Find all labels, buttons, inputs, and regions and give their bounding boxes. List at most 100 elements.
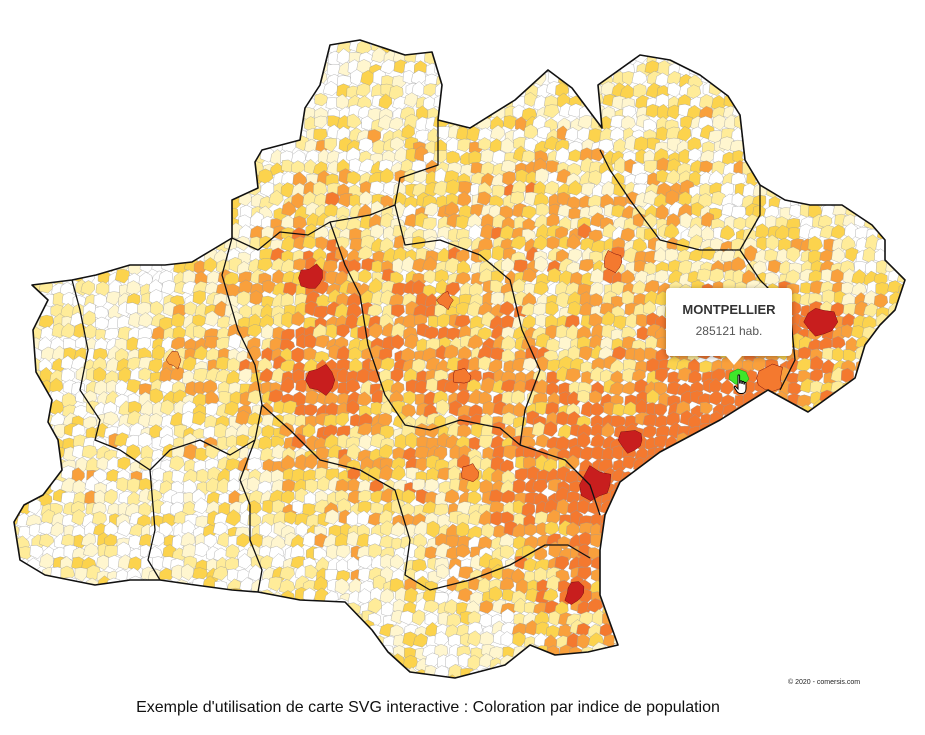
commune[interactable] [106,577,121,593]
commune[interactable] [884,159,901,174]
commune[interactable] [212,643,228,659]
commune[interactable] [457,138,471,152]
commune[interactable] [853,612,868,628]
commune[interactable] [92,202,107,219]
commune[interactable] [39,60,53,77]
commune[interactable] [150,247,167,263]
commune[interactable] [437,677,453,690]
commune[interactable] [909,614,923,627]
commune[interactable] [28,424,43,438]
commune[interactable] [625,590,639,607]
commune[interactable] [774,646,789,662]
commune[interactable] [818,61,833,77]
commune[interactable] [865,170,880,187]
commune[interactable] [173,172,188,187]
commune[interactable] [634,523,650,539]
commune[interactable] [874,665,890,680]
commune[interactable] [369,681,383,690]
commune[interactable] [567,248,582,263]
commune[interactable] [592,664,607,680]
commune[interactable] [863,559,878,574]
commune[interactable] [455,51,471,68]
commune[interactable] [49,91,65,109]
commune[interactable] [192,194,207,209]
commune[interactable] [338,653,354,670]
commune[interactable] [819,422,835,437]
commune[interactable] [767,612,782,627]
commune[interactable] [140,631,155,648]
commune[interactable] [810,149,824,167]
commune[interactable] [269,613,285,628]
commune[interactable] [260,82,275,97]
commune[interactable] [378,93,393,110]
commune[interactable] [184,71,199,87]
commune[interactable] [53,181,68,199]
commune[interactable] [900,194,914,209]
commune[interactable] [885,480,901,498]
commune[interactable] [137,160,151,174]
commune[interactable] [853,481,868,495]
commune[interactable] [128,171,144,187]
commune[interactable] [766,567,781,584]
commune[interactable] [844,620,858,636]
commune[interactable] [742,510,757,526]
commune[interactable] [591,52,608,66]
commune[interactable] [360,664,376,680]
commune[interactable] [282,40,297,56]
commune[interactable] [279,377,295,394]
commune[interactable] [337,633,351,651]
commune[interactable] [754,499,769,515]
commune[interactable] [843,349,858,363]
commune[interactable] [207,104,223,118]
commune[interactable] [675,454,692,470]
commune[interactable] [139,215,154,233]
commune[interactable] [768,648,783,662]
commune[interactable] [258,116,273,133]
commune[interactable] [278,631,295,647]
commune[interactable] [194,668,210,683]
commune[interactable] [775,94,791,110]
commune[interactable] [612,645,628,662]
commune[interactable] [841,114,856,131]
commune[interactable] [656,476,673,493]
commune[interactable] [753,570,769,584]
commune[interactable] [216,215,231,231]
commune[interactable] [39,655,54,673]
commune[interactable] [734,486,749,504]
commune[interactable] [478,435,493,450]
commune[interactable] [766,125,780,139]
commune[interactable] [27,240,41,255]
commune[interactable] [822,566,838,582]
commune[interactable] [84,664,100,680]
commune[interactable] [897,161,912,176]
commune[interactable] [576,50,592,66]
commune[interactable] [162,602,177,617]
commune[interactable] [822,159,837,175]
commune[interactable] [888,382,903,398]
commune[interactable] [752,102,767,118]
commune[interactable] [31,191,45,208]
commune[interactable] [808,567,824,582]
commune[interactable] [822,38,837,55]
commune[interactable] [557,60,571,76]
commune[interactable] [831,247,846,264]
commune[interactable] [116,182,132,199]
commune[interactable] [19,378,35,394]
commune[interactable] [216,115,231,131]
commune[interactable] [95,249,110,263]
commune[interactable] [422,217,437,232]
commune[interactable] [261,58,277,75]
commune[interactable] [27,675,41,690]
commune[interactable] [864,81,879,98]
commune[interactable] [895,642,910,658]
commune[interactable] [664,446,679,462]
commune[interactable] [492,42,507,58]
commune[interactable] [470,675,485,690]
commune[interactable] [423,202,438,217]
commune[interactable] [73,632,88,647]
commune[interactable] [786,118,802,132]
commune[interactable] [128,40,142,56]
commune[interactable] [887,448,903,463]
commune[interactable] [217,181,233,196]
commune[interactable] [64,676,79,690]
